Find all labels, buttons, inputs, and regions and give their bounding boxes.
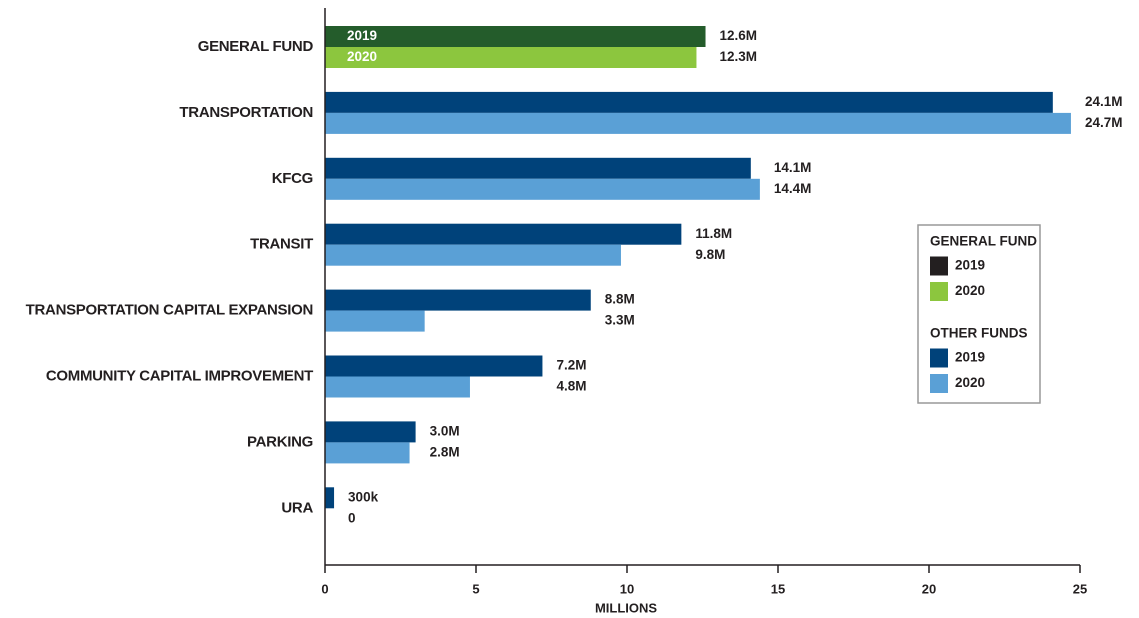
value-label: 3.0M — [430, 423, 460, 438]
x-tick-label: 15 — [771, 581, 785, 596]
legend-label: 2019 — [955, 350, 985, 365]
value-label: 12.3M — [720, 49, 758, 64]
bar — [325, 421, 416, 443]
category-label: URA — [281, 499, 313, 516]
category-label: TRANSIT — [250, 236, 313, 253]
value-label: 0 — [348, 510, 356, 525]
bar-series-label: 2019 — [347, 28, 377, 43]
legend-title: GENERAL FUND — [930, 234, 1037, 249]
value-label: 3.3M — [605, 313, 635, 328]
value-label: 14.1M — [774, 160, 812, 175]
x-axis-label: MILLIONS — [595, 600, 657, 615]
bar-series-label: 2020 — [347, 49, 377, 64]
bar — [325, 289, 591, 311]
bar — [325, 112, 1071, 134]
legend-label: 2020 — [955, 375, 985, 390]
bar — [325, 91, 1053, 113]
value-label: 11.8M — [695, 226, 732, 241]
category-label: TRANSPORTATION CAPITAL EXPANSION — [26, 302, 313, 319]
value-label: 14.4M — [774, 181, 812, 196]
legend-title: OTHER FUNDS — [930, 326, 1028, 341]
bar — [325, 244, 621, 266]
value-label: 12.6M — [720, 28, 758, 43]
x-tick-label: 20 — [922, 581, 936, 596]
bar — [325, 310, 425, 332]
legend-swatch — [930, 282, 948, 301]
bar — [325, 442, 410, 464]
x-tick-label: 0 — [321, 581, 328, 596]
category-label: GENERAL FUND — [198, 38, 314, 55]
x-tick-label: 10 — [620, 581, 634, 596]
legend-swatch — [930, 374, 948, 393]
x-tick-label: 5 — [472, 581, 479, 596]
category-label: KFCG — [272, 170, 313, 187]
legend-label: 2019 — [955, 258, 985, 273]
legend-label: 2020 — [955, 283, 985, 298]
bar — [325, 157, 751, 179]
value-label: 300k — [348, 489, 379, 504]
bar — [325, 223, 682, 245]
value-label: 4.8M — [556, 379, 586, 394]
bar — [325, 376, 470, 398]
legend-swatch — [930, 348, 948, 368]
bar — [325, 26, 706, 47]
category-label: PARKING — [247, 433, 313, 450]
bar — [325, 47, 697, 68]
value-label: 7.2M — [556, 358, 586, 373]
legend-swatch — [930, 256, 948, 276]
value-label: 24.7M — [1085, 115, 1123, 130]
value-label: 8.8M — [605, 292, 635, 307]
bar — [325, 355, 543, 377]
legend-box — [917, 224, 1041, 404]
bar — [325, 487, 335, 509]
category-label: TRANSPORTATION — [179, 104, 313, 121]
bar — [325, 178, 760, 200]
value-label: 9.8M — [695, 247, 725, 262]
value-label: 24.1M — [1085, 94, 1123, 109]
category-label: COMMUNITY CAPITAL IMPROVEMENT — [46, 367, 313, 384]
x-tick-label: 25 — [1073, 581, 1087, 596]
value-label: 2.8M — [430, 444, 460, 459]
